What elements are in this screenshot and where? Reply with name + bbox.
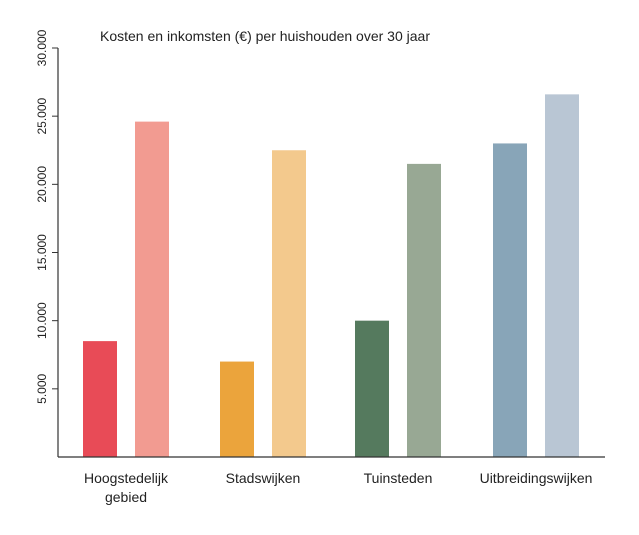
x-category-label: Tuinsteden (364, 470, 433, 486)
x-category-label: Hoogstedelijk gebied (84, 470, 169, 505)
bar (493, 143, 527, 457)
y-tick-label: 5.000 (35, 373, 49, 403)
y-axis: 5.000 10.000 15.000 20.000 25.000 30.000 (35, 29, 59, 457)
bars (83, 94, 579, 458)
bar (83, 341, 117, 457)
y-tick-label: 10.000 (35, 302, 49, 339)
x-axis: Hoogstedelijk gebied Stadswijken Tuinsteden… (58, 456, 605, 505)
x-category-label-line: Uitbreidingswijken (480, 470, 593, 486)
x-category-label-line: Hoogstedelijk (84, 470, 169, 486)
y-tick-label: 30.000 (35, 29, 49, 66)
x-category-label: Uitbreidingswijken (480, 470, 593, 486)
bar (272, 150, 306, 457)
y-tick-label: 15.000 (35, 234, 49, 271)
bar (545, 94, 579, 457)
x-category-label-line: Stadswijken (226, 470, 301, 486)
x-category-label: Stadswijken (226, 470, 301, 486)
y-tick-label: 20.000 (35, 166, 49, 203)
bar (135, 121, 169, 458)
bar (355, 320, 389, 457)
chart-title: Kosten en inkomsten (€) per huishouden o… (100, 28, 430, 44)
x-category-label-line: Tuinsteden (364, 470, 433, 486)
bar (407, 163, 441, 457)
x-category-label-line: gebied (105, 489, 147, 505)
bar (220, 361, 254, 457)
y-tick-label: 25.000 (35, 97, 49, 134)
